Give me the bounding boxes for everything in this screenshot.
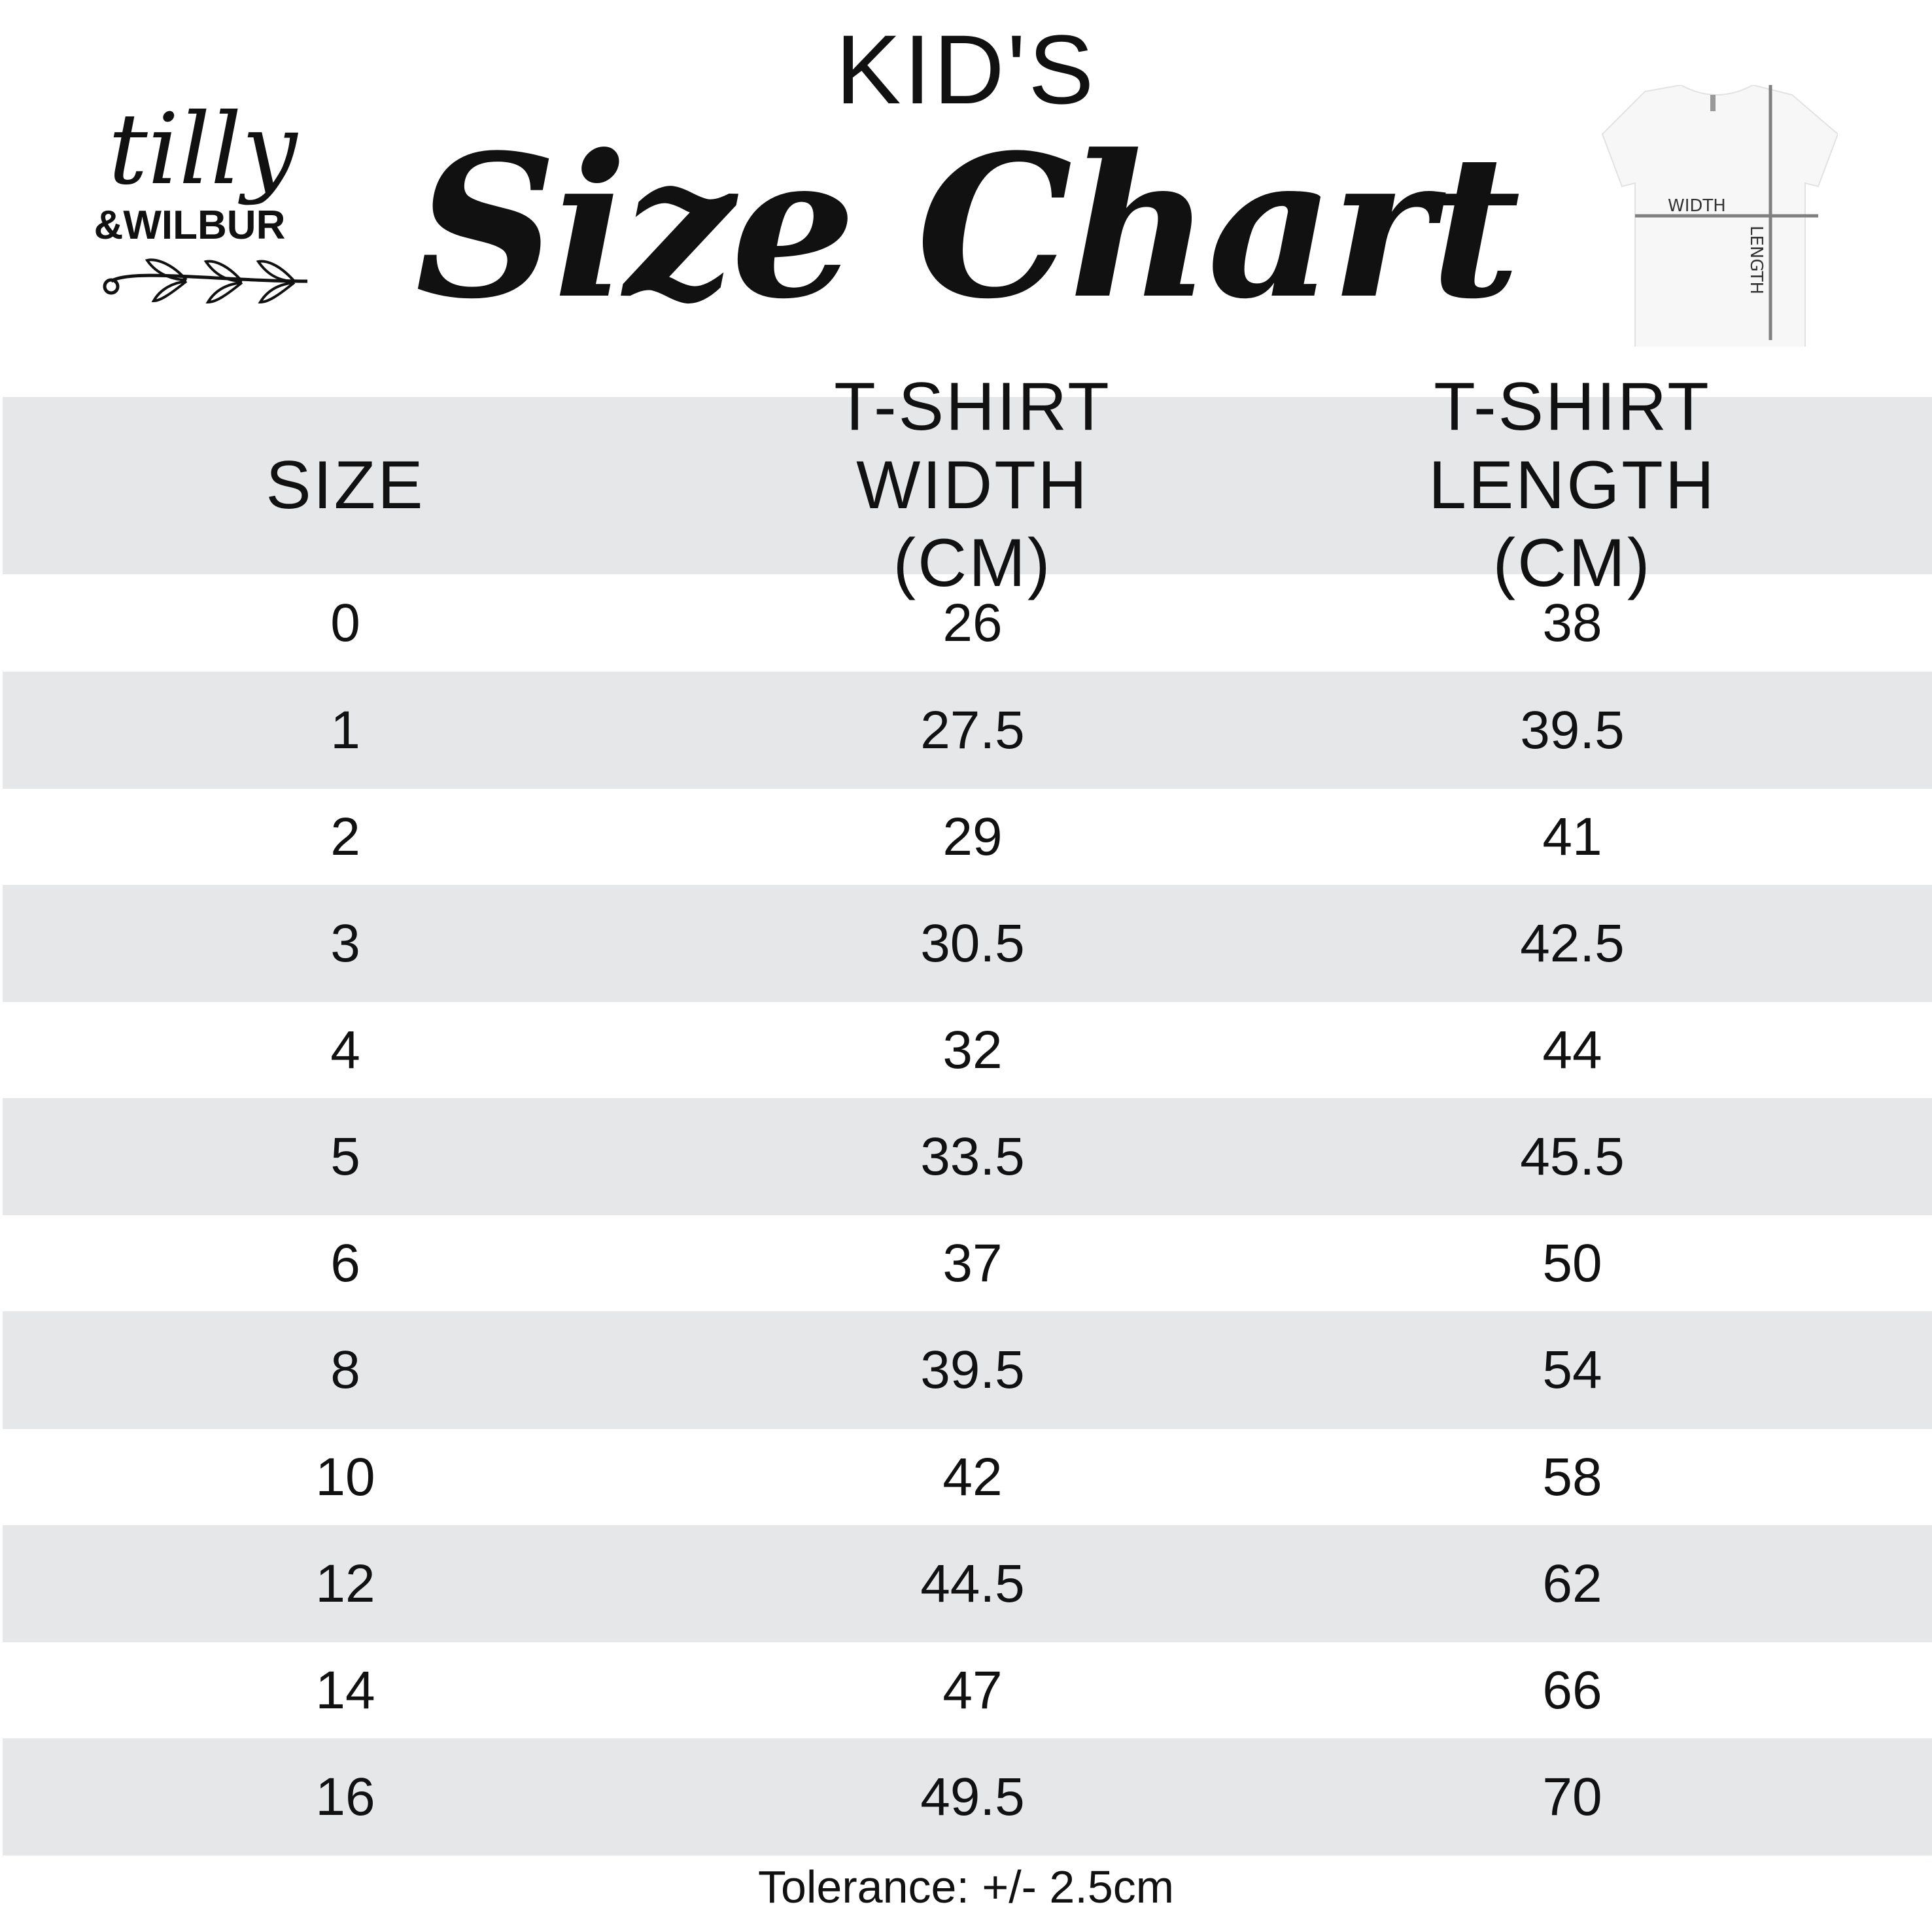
table-row: 3 30.5 42.5 [3,885,1932,1002]
column-header-length: T-SHIRT LENGTH (CM) [1428,369,1716,602]
cell-size: 8 [330,1340,360,1400]
cell-width: 42 [942,1447,1003,1507]
cell-size: 16 [315,1767,375,1827]
width-label: WIDTH [1668,196,1726,216]
cell-size: 5 [330,1126,360,1186]
cell-length: 66 [1542,1660,1602,1720]
table-row: 2 29 41 [3,789,1932,885]
cell-length: 39.5 [1520,700,1625,760]
table-row: 0 26 38 [3,574,1932,672]
brand-logo: tilly &WILBUR [94,93,308,304]
table-row: 6 37 50 [3,1215,1932,1311]
table-row: 16 49.5 70 [3,1738,1932,1855]
cell-length: 50 [1542,1233,1602,1293]
tshirt-measurement-diagram: WIDTH LENGTH [1601,85,1838,347]
cell-width: 37 [942,1233,1003,1293]
cell-length: 70 [1542,1767,1602,1827]
cell-size: 0 [330,593,360,653]
cell-width: 47 [942,1660,1003,1720]
cell-width: 33.5 [920,1126,1025,1186]
table-row: 12 44.5 62 [3,1525,1932,1642]
page-kicker: KID'S [835,14,1097,124]
table-row: 5 33.5 45.5 [3,1098,1932,1215]
page-title: Size Chart [415,111,1521,342]
cell-width: 30.5 [920,913,1025,973]
cell-width: 29 [942,806,1003,867]
svg-text:&WILBUR: &WILBUR [94,203,286,248]
table-row: 10 42 58 [3,1429,1932,1525]
cell-size: 3 [330,913,360,973]
cell-width: 44.5 [920,1553,1025,1613]
cell-size: 14 [315,1660,375,1720]
length-label: LENGTH [1746,226,1766,294]
cell-width: 26 [942,593,1003,653]
column-header-width: T-SHIRT WIDTH (CM) [834,369,1111,602]
cell-length: 62 [1542,1553,1602,1613]
cell-width: 39.5 [920,1340,1025,1400]
table-row: 4 32 44 [3,1002,1932,1098]
cell-size: 1 [330,700,360,760]
cell-size: 6 [330,1233,360,1293]
cell-size: 10 [315,1447,375,1507]
tolerance-note: Tolerance: +/- 2.5cm [757,1861,1175,1912]
cell-size: 12 [315,1553,375,1613]
column-header-size: SIZE [266,447,425,523]
cell-length: 58 [1542,1447,1602,1507]
table-header: SIZE T-SHIRT WIDTH (CM) T-SHIRT LENGTH (… [3,369,1932,602]
table-row: 14 47 66 [3,1642,1932,1738]
table-row: 1 27.5 39.5 [3,672,1932,789]
cell-length: 38 [1542,593,1602,653]
cell-width: 32 [942,1020,1003,1080]
cell-length: 42.5 [1520,913,1625,973]
cell-width: 49.5 [920,1767,1025,1827]
cell-size: 4 [330,1020,360,1080]
cell-length: 45.5 [1520,1126,1625,1186]
cell-size: 2 [330,806,360,867]
cell-length: 54 [1542,1340,1602,1400]
svg-text:tilly: tilly [109,93,299,207]
cell-length: 44 [1542,1020,1602,1080]
table-row: 8 39.5 54 [3,1311,1932,1429]
cell-length: 41 [1542,806,1602,867]
cell-width: 27.5 [920,700,1025,760]
